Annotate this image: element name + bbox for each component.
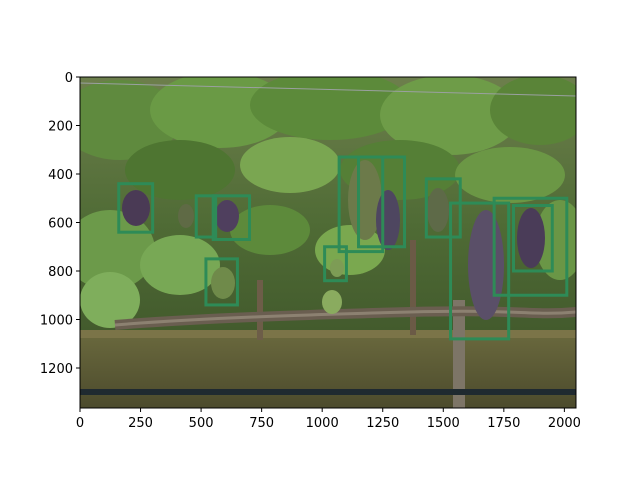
y-tick-label: 400 (48, 168, 73, 183)
axes-frame (79, 76, 577, 409)
detection-box-4 (204, 257, 239, 307)
y-tick-label: 800 (48, 265, 73, 280)
x-tick-label: 250 (128, 416, 153, 431)
x-tick-label: 1250 (366, 416, 399, 431)
y-tick-label: 600 (48, 216, 73, 231)
detection-boxes (117, 155, 569, 341)
detection-box-7 (357, 155, 407, 249)
detection-box-5 (323, 245, 348, 283)
x-tick-label: 1500 (427, 416, 460, 431)
y-tick-label: 200 (48, 119, 73, 134)
y-tick-label: 1200 (40, 362, 73, 377)
detection-box-2 (194, 194, 218, 239)
x-tick-label: 1750 (487, 416, 520, 431)
y-tick-label: 0 (65, 71, 73, 86)
detection-box-1 (117, 182, 155, 234)
x-tick-label: 0 (76, 416, 84, 431)
detection-box-11 (512, 204, 554, 273)
detection-box-8 (424, 177, 462, 239)
x-tick-label: 2000 (548, 416, 581, 431)
detection-box-9 (449, 201, 511, 341)
x-axis: 0 250 500 750 1000 1250 1500 1750 2000 (76, 408, 581, 431)
x-tick-label: 750 (249, 416, 274, 431)
vineyard-photo (80, 77, 576, 408)
x-tick-label: 1000 (306, 416, 339, 431)
detection-box-10 (492, 196, 569, 297)
x-tick-label: 500 (189, 416, 214, 431)
y-tick-label: 1000 (40, 313, 73, 328)
y-axis: 0 200 400 600 800 1000 1200 (40, 71, 80, 377)
detection-box-3 (211, 194, 252, 241)
